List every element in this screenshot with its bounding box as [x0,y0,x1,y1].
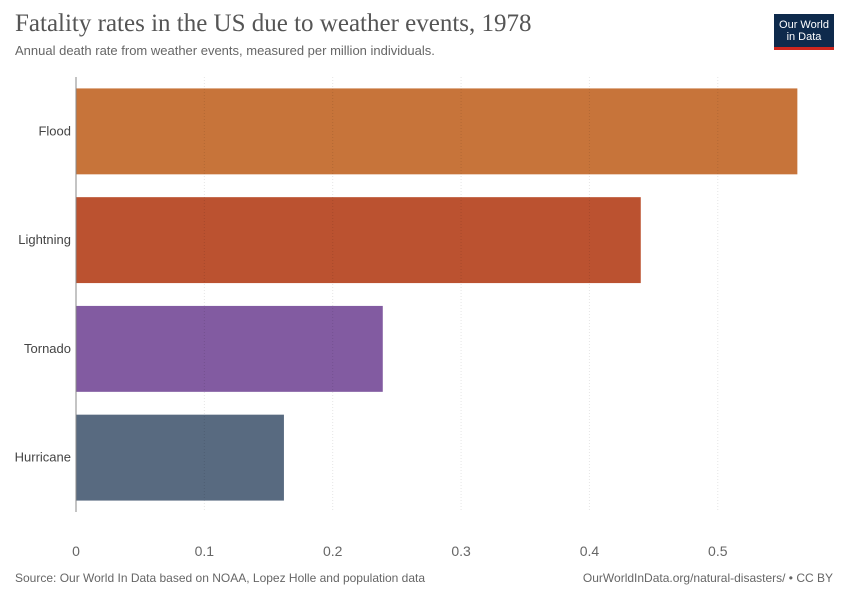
source-note: Source: Our World In Data based on NOAA,… [15,571,426,585]
chart-subtitle: Annual death rate from weather events, m… [15,43,435,58]
category-label: Lightning [18,232,71,247]
category-label: Tornado [24,341,71,356]
bar-tornado[interactable] [76,305,383,392]
category-label: Hurricane [15,450,71,465]
bar-flood[interactable] [76,88,798,175]
x-tick-label: 0.1 [195,543,215,559]
chart-title: Fatality rates in the US due to weather … [15,10,532,37]
x-tick-label: 0.2 [323,543,343,559]
our-world-in-data-logo[interactable]: Our World in Data [774,14,834,50]
x-tick-label: 0.5 [708,543,728,559]
x-tick-label: 0.3 [451,543,471,559]
category-label: Flood [38,123,71,138]
bar-lightning[interactable] [76,197,641,284]
bar-hurricane[interactable] [76,414,284,501]
x-tick-label: 0 [72,543,80,559]
logo-line-2: in Data [786,30,822,43]
credit-link[interactable]: OurWorldInData.org/natural-disasters/ • … [582,571,833,585]
logo-line-1: Our World [779,18,829,31]
x-tick-label: 0.4 [580,543,600,559]
